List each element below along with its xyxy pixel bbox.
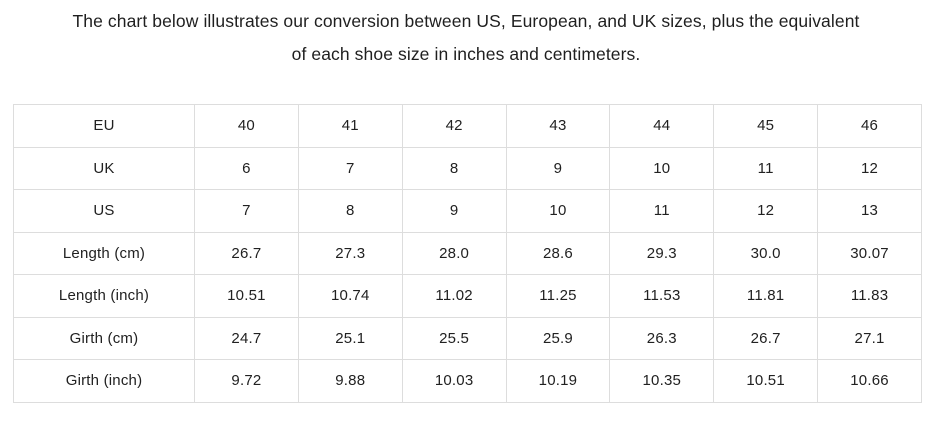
value-cell: 45 [713, 104, 819, 148]
value-cell: 7 [297, 146, 403, 190]
caption-line-1: The chart below illustrates our conversi… [72, 11, 860, 31]
value-cell: 25.5 [401, 316, 507, 360]
value-cell: 27.3 [297, 231, 403, 275]
page-caption: The chart below illustrates our conversi… [0, 0, 932, 71]
row-label: Length (cm) [13, 231, 195, 275]
value-cell: 24.7 [194, 316, 299, 360]
value-cell: 10 [609, 146, 715, 190]
table-row: Length (cm) 26.7 27.3 28.0 28.6 29.3 30.0 30.07 [13, 231, 922, 275]
value-cell: 41 [297, 104, 403, 148]
size-conversion-table-body: EU 40 41 42 43 44 45 46 UK 6 7 8 9 10 11 12 US 7 8 9 10 11 12 1… [13, 104, 922, 403]
value-cell: 10.66 [817, 359, 922, 403]
value-cell: 6 [194, 146, 299, 190]
value-cell: 10.35 [609, 359, 715, 403]
size-conversion-table: EU 40 41 42 43 44 45 46 UK 6 7 8 9 10 11 12 US 7 8 9 10 11 12 1… [13, 104, 922, 403]
table-row: US 7 8 9 10 11 12 13 [13, 189, 922, 233]
table-row: Girth (cm) 24.7 25.1 25.5 25.9 26.3 26.7 27.1 [13, 316, 922, 360]
table-row: EU 40 41 42 43 44 45 46 [13, 104, 922, 148]
value-cell: 8 [401, 146, 507, 190]
value-cell: 11.25 [505, 274, 611, 318]
value-cell: 26.7 [713, 316, 819, 360]
row-label: Girth (inch) [13, 359, 195, 403]
value-cell: 28.6 [505, 231, 611, 275]
row-label: US [13, 189, 195, 233]
value-cell: 25.1 [297, 316, 403, 360]
table-row: UK 6 7 8 9 10 11 12 [13, 146, 922, 190]
value-cell: 44 [609, 104, 715, 148]
value-cell: 10.19 [505, 359, 611, 403]
value-cell: 12 [817, 146, 922, 190]
value-cell: 12 [713, 189, 819, 233]
value-cell: 46 [817, 104, 922, 148]
value-cell: 26.3 [609, 316, 715, 360]
table-row: Girth (inch) 9.72 9.88 10.03 10.19 10.35 10.51… [13, 359, 922, 403]
value-cell: 7 [194, 189, 299, 233]
caption-line-2: of each shoe size in inches and centimet… [291, 44, 641, 64]
value-cell: 11.81 [713, 274, 819, 318]
value-cell: 27.1 [817, 316, 922, 360]
value-cell: 29.3 [609, 231, 715, 275]
value-cell: 11.53 [609, 274, 715, 318]
row-label: EU [13, 104, 195, 148]
value-cell: 28.0 [401, 231, 507, 275]
value-cell: 13 [817, 189, 922, 233]
value-cell: 30.07 [817, 231, 922, 275]
value-cell: 9.88 [297, 359, 403, 403]
value-cell: 8 [297, 189, 403, 233]
value-cell: 11.83 [817, 274, 922, 318]
value-cell: 11.02 [401, 274, 507, 318]
value-cell: 10.74 [297, 274, 403, 318]
table-row: Length (inch) 10.51 10.74 11.02 11.25 11.53 11… [13, 274, 922, 318]
value-cell: 10.51 [194, 274, 299, 318]
value-cell: 10.51 [713, 359, 819, 403]
value-cell: 40 [194, 104, 299, 148]
value-cell: 9 [401, 189, 507, 233]
value-cell: 26.7 [194, 231, 299, 275]
value-cell: 43 [505, 104, 611, 148]
value-cell: 11 [713, 146, 819, 190]
value-cell: 9 [505, 146, 611, 190]
value-cell: 42 [401, 104, 507, 148]
row-label: UK [13, 146, 195, 190]
value-cell: 10 [505, 189, 611, 233]
value-cell: 25.9 [505, 316, 611, 360]
value-cell: 9.72 [194, 359, 299, 403]
value-cell: 10.03 [401, 359, 507, 403]
row-label: Girth (cm) [13, 316, 195, 360]
row-label: Length (inch) [13, 274, 195, 318]
value-cell: 30.0 [713, 231, 819, 275]
value-cell: 11 [609, 189, 715, 233]
